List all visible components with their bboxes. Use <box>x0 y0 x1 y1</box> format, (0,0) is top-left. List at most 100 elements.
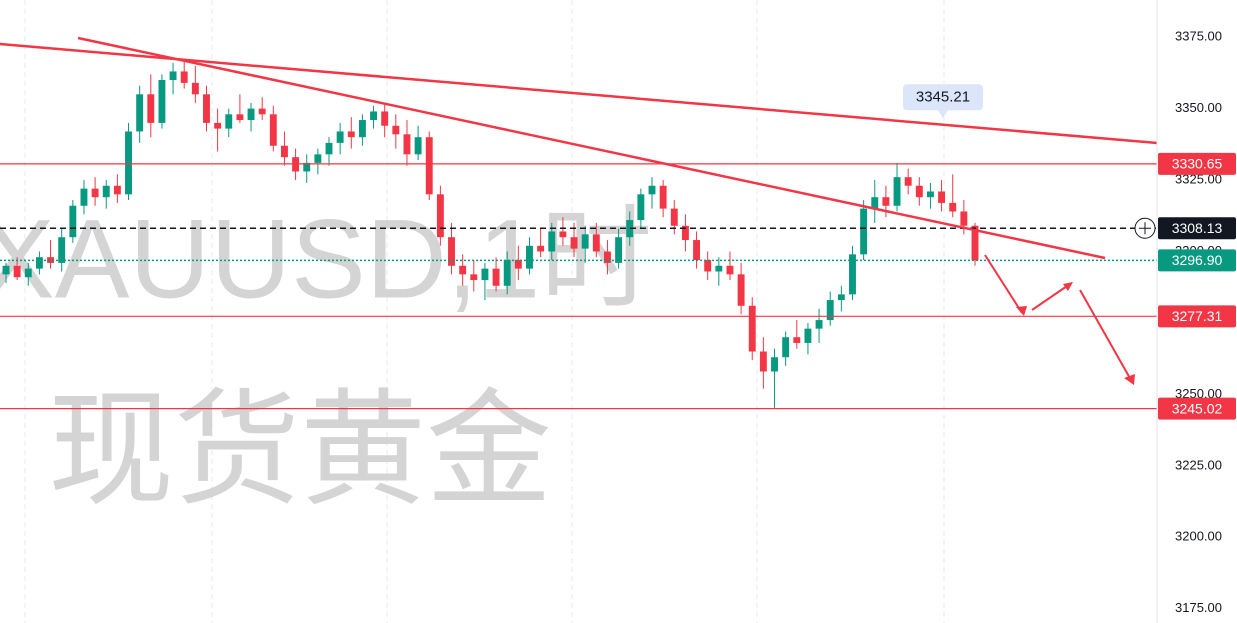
candle-body <box>2 265 10 275</box>
candle-body <box>882 197 890 206</box>
candle-body <box>849 254 856 295</box>
candle-body <box>47 257 55 263</box>
price-level-label: 3308.13 <box>1172 220 1223 236</box>
trend-line <box>0 42 1158 145</box>
candle-body <box>926 191 934 198</box>
candle-body <box>693 240 701 261</box>
price-level-label: 3277.31 <box>1172 308 1223 324</box>
candle-body <box>615 237 623 263</box>
candle-body <box>481 268 489 281</box>
candle-body <box>771 357 778 372</box>
candle-body <box>737 274 745 306</box>
y-tick-label: 3250.00 <box>1175 386 1222 401</box>
arrowhead <box>1016 306 1027 316</box>
candle-body <box>414 137 422 155</box>
candle-body <box>648 185 656 195</box>
candle-body <box>860 208 868 255</box>
candle-body <box>158 80 166 123</box>
candle-body <box>503 260 511 286</box>
candle-body <box>203 94 210 123</box>
candle-body <box>147 94 155 123</box>
candle-body <box>113 185 121 195</box>
watermark-symbol: XAUUSD,1时 <box>0 197 652 322</box>
plot: 3345.21 <box>0 60 1157 410</box>
price-level-label: 3296.90 <box>1172 252 1223 268</box>
arrowhead <box>1063 282 1073 291</box>
candle-body <box>715 265 723 272</box>
candle-body <box>35 257 43 269</box>
candle-body <box>871 197 879 209</box>
arrow <box>984 254 1023 314</box>
price-level-tag <box>1158 217 1236 240</box>
candle-body <box>670 208 678 226</box>
candle-body <box>303 162 311 172</box>
candle-body <box>280 145 288 158</box>
candle-body <box>526 245 533 269</box>
candle-body <box>837 294 845 301</box>
trend-line <box>77 36 1106 260</box>
candle-body <box>58 237 66 263</box>
y-tick-label: 3325.00 <box>1175 171 1222 186</box>
candle-body <box>13 265 21 278</box>
candle-body <box>347 131 355 138</box>
candle-body <box>938 191 946 203</box>
candle-body <box>136 94 144 132</box>
candle-body <box>960 211 968 226</box>
candle-body <box>392 125 400 135</box>
candle-body <box>815 320 823 329</box>
candle-body <box>559 231 567 238</box>
y-tick-label: 3225.00 <box>1175 457 1222 472</box>
candle-body <box>448 237 455 266</box>
candle-body <box>269 114 277 146</box>
price-level-tag <box>1158 305 1236 328</box>
candle-body <box>726 265 734 275</box>
candle-body <box>370 111 378 121</box>
axis-labels: 3175.003200.003225.003250.003275.003300.… <box>1134 29 1236 615</box>
candle-body <box>102 185 110 198</box>
candle-body <box>125 131 132 195</box>
candle-body <box>225 114 233 129</box>
candle-body <box>180 71 188 83</box>
candle-body <box>325 142 333 155</box>
candle-body <box>681 225 689 241</box>
candle-body <box>804 328 812 343</box>
candle-body <box>570 237 578 249</box>
candle-body <box>492 268 500 286</box>
candle-body <box>704 260 712 272</box>
price-level-tag <box>1158 397 1236 420</box>
y-tick-label: 3200.00 <box>1175 529 1222 544</box>
candle-body <box>826 300 834 321</box>
candle-body <box>748 305 756 352</box>
candle-body <box>314 154 322 163</box>
candle-body <box>214 122 222 129</box>
arrow <box>1079 289 1132 381</box>
candle-body <box>336 131 344 143</box>
candle-body <box>24 268 32 278</box>
price-level-tag <box>1158 152 1236 175</box>
candle-body <box>603 251 611 263</box>
candle-body <box>759 351 767 372</box>
y-tick-label: 3175.00 <box>1175 600 1222 615</box>
candle-body <box>514 260 522 269</box>
candle-body <box>381 111 389 126</box>
candle-body <box>169 71 177 81</box>
candle-body <box>626 220 634 238</box>
drawings <box>0 36 1158 385</box>
candle-body <box>904 177 912 186</box>
annotation-bubble <box>903 84 983 119</box>
arrow <box>1031 283 1071 311</box>
candle-body <box>915 185 923 198</box>
candle-body <box>403 134 411 155</box>
candle-body <box>793 337 801 343</box>
candle-body <box>893 177 901 206</box>
candle-body <box>80 188 88 206</box>
candle-body <box>191 82 199 95</box>
y-tick-label: 3350.00 <box>1175 100 1222 115</box>
price-level-tag <box>1158 249 1236 272</box>
price-level-label: 3330.65 <box>1172 156 1223 172</box>
candle-body <box>91 188 99 198</box>
watermark-name: 现货黄金 <box>48 379 552 520</box>
candle-body <box>425 137 433 195</box>
